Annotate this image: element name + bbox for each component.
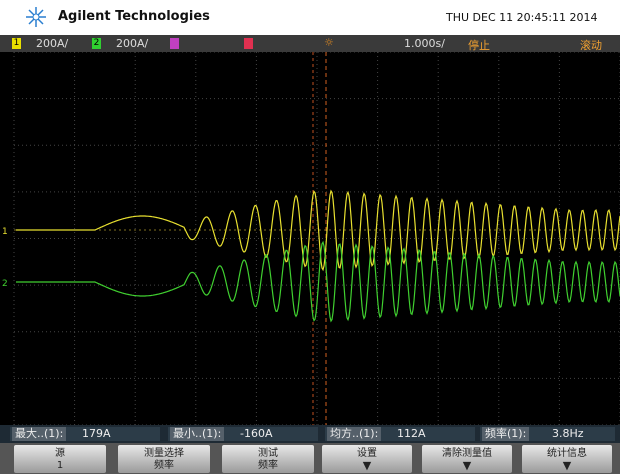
measurement-label: 频率(1): xyxy=(482,427,529,441)
softkey-arrow: ▼ xyxy=(522,460,612,471)
datetime: THU DEC 11 20:45:11 2014 xyxy=(446,11,598,24)
trace-marker: 1 xyxy=(2,227,8,237)
softkey-arrow: ▼ xyxy=(422,460,512,471)
trigger-icon: ☼ xyxy=(324,36,334,49)
trace xyxy=(16,242,620,321)
ch2-scale: 200A/ xyxy=(116,37,148,50)
measurement: 频率(1): 3.8Hz xyxy=(480,427,615,441)
softkey-value: 频率 xyxy=(222,460,314,472)
measurement: 均方..(1): 112A xyxy=(325,427,475,441)
trace-marker: 2 xyxy=(2,279,8,289)
measurement-value: 3.8Hz xyxy=(552,427,584,441)
softkey-label: 测试 xyxy=(222,448,314,460)
softkey-label: 测量选择 xyxy=(118,448,210,460)
ch2-box: 2 xyxy=(92,38,101,49)
measurement-value: -160A xyxy=(240,427,273,441)
scope-screen: Agilent Technologies THU DEC 11 20:45:11… xyxy=(0,0,620,474)
measurement: 最大..(1): 179A xyxy=(10,427,160,441)
measurement-label: 最大..(1): xyxy=(12,427,66,441)
softkey-arrow: ▼ xyxy=(322,460,412,471)
brand: Agilent Technologies xyxy=(58,9,210,24)
timebase: 1.000s/ xyxy=(404,37,445,50)
measurement-label: 均方..(1): xyxy=(327,427,381,441)
header: Agilent Technologies THU DEC 11 20:45:11… xyxy=(0,0,620,35)
measurement-label: 最小..(1): xyxy=(170,427,224,441)
measurement-value: 179A xyxy=(82,427,111,441)
mode: 滚动 xyxy=(580,37,602,53)
softkey[interactable]: 测试频率 xyxy=(222,445,314,473)
softkey-label: 源 xyxy=(14,448,106,460)
softkey-value: 频率 xyxy=(118,460,210,472)
ch1-box: 1 xyxy=(12,38,21,49)
ch1-scale: 200A/ xyxy=(36,37,68,50)
softkey-value: 1 xyxy=(14,460,106,472)
run-state: 停止 xyxy=(468,37,490,53)
softkey[interactable]: 测量选择频率 xyxy=(118,445,210,473)
measurement: 最小..(1): -160A xyxy=(168,427,318,441)
ch4-box xyxy=(244,38,253,49)
graticule: 12 xyxy=(0,52,620,425)
measurement-bar: 最大..(1): 179A 最小..(1): -160A 均方..(1): 112A 频率(… xyxy=(0,425,620,443)
softkey[interactable]: 设置▼ xyxy=(322,445,412,473)
measurement-value: 112A xyxy=(397,427,426,441)
softkey[interactable]: 统计信息▼ xyxy=(522,445,612,473)
status-bar: 1 200A/ 2 200A/ ☼ 1.000s/ 停止 滚动 xyxy=(0,35,620,52)
logo xyxy=(25,6,47,28)
ch3-box xyxy=(170,38,179,49)
softkey[interactable]: 清除测量值▼ xyxy=(422,445,512,473)
